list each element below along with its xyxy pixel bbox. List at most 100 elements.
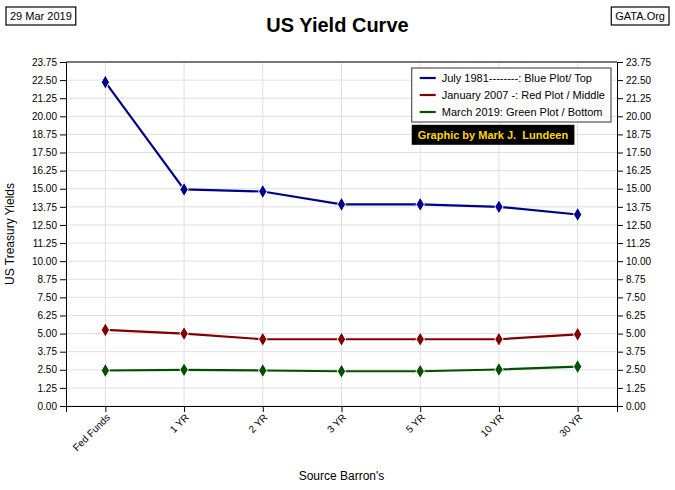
tick-mark — [60, 370, 66, 371]
tick-label: 22.50 — [32, 75, 57, 86]
tick-mark — [617, 98, 623, 99]
point — [495, 200, 503, 214]
tick-mark — [617, 153, 623, 154]
y-tick: 3.75 — [38, 346, 66, 357]
point — [416, 364, 424, 378]
tick-mark — [60, 261, 66, 262]
tick-label: 5.00 — [626, 328, 646, 339]
tick-mark — [105, 406, 106, 412]
tick-mark — [60, 80, 66, 81]
tick-mark — [617, 334, 623, 335]
tick-mark — [617, 297, 623, 298]
y-tick: 8.75 — [38, 274, 66, 285]
tick-mark — [420, 406, 421, 412]
tick-mark — [617, 189, 623, 190]
tick-mark — [60, 406, 66, 407]
tick-label: 1 YR — [168, 412, 191, 435]
point — [495, 332, 503, 346]
y-tick: 1.25 — [38, 383, 66, 394]
tick-mark — [617, 279, 623, 280]
tick-label: 8.75 — [626, 274, 646, 285]
x-tick: 1 YR — [168, 406, 191, 435]
point — [101, 323, 109, 337]
y-tick: 10.00 — [32, 256, 66, 267]
tick-label: 3.75 — [38, 346, 58, 357]
point — [573, 359, 581, 373]
tick-label: 2.50 — [626, 364, 646, 375]
grid-line — [262, 62, 263, 406]
tick-label: 30 YR — [557, 412, 584, 439]
grid-line — [184, 62, 185, 406]
tick-label: 8.75 — [38, 274, 58, 285]
tick-mark — [60, 315, 66, 316]
tick-mark — [60, 279, 66, 280]
y2-tick: 18.75 — [617, 129, 651, 140]
tick-label: Fed Funds — [71, 412, 113, 454]
y2-tick: 23.75 — [617, 57, 651, 68]
y-tick: 5.00 — [38, 328, 66, 339]
x-tick: 30 YR — [557, 406, 584, 439]
point — [337, 197, 345, 211]
y2-tick: 3.75 — [617, 346, 646, 357]
tick-label: 2.50 — [38, 364, 58, 375]
series — [101, 359, 582, 378]
tick-label: 10.00 — [626, 256, 651, 267]
point — [259, 184, 267, 198]
y2-tick: 15.00 — [617, 183, 651, 194]
point — [416, 197, 424, 211]
tick-mark — [60, 134, 66, 135]
point — [180, 182, 188, 196]
tick-label: 1.25 — [626, 383, 646, 394]
tick-mark — [60, 334, 66, 335]
x-tick: 2 YR — [246, 406, 269, 435]
tick-mark — [578, 406, 579, 412]
plot: 0.001.252.503.755.006.257.508.7510.0011.… — [32, 57, 651, 454]
legend-box — [412, 68, 611, 122]
tick-mark — [60, 352, 66, 353]
x-axis: Fed Funds1 YR2 YR3 YR5 YR10 YR30 YR — [67, 406, 618, 453]
tick-label: 6.25 — [38, 310, 58, 321]
legend-swatch — [420, 111, 436, 113]
tick-mark — [499, 406, 500, 412]
legend-entry: March 2019: Green Plot / Bottom — [442, 106, 603, 118]
point — [180, 326, 188, 340]
axis-line — [618, 63, 624, 407]
grid-line — [105, 62, 106, 406]
y2-tick: 12.50 — [617, 220, 651, 231]
tick-mark — [60, 116, 66, 117]
tick-label: 7.50 — [38, 292, 58, 303]
tick-label: 3.75 — [626, 346, 646, 357]
y2-tick: 10.00 — [617, 256, 651, 267]
tick-mark — [617, 261, 623, 262]
y2-tick: 6.25 — [617, 310, 646, 321]
x-tick: 10 YR — [478, 406, 505, 439]
grid — [66, 62, 617, 406]
tick-mark — [617, 388, 623, 389]
y2-tick: 2.50 — [617, 364, 646, 375]
tick-mark — [617, 80, 623, 81]
tick-label: 3 YR — [325, 412, 348, 435]
y2-tick: 22.50 — [617, 75, 651, 86]
tick-label: 12.50 — [626, 220, 651, 231]
point — [337, 364, 345, 378]
x-axis-title: Source Barron's — [299, 469, 385, 483]
tick-label: 7.50 — [626, 292, 646, 303]
tick-label: 6.25 — [626, 310, 646, 321]
corner-box — [6, 7, 76, 25]
y2-tick: 1.25 — [617, 383, 646, 394]
y2-axis: 0.001.252.503.755.006.257.508.7510.0011.… — [617, 57, 651, 412]
tick-mark — [617, 171, 623, 172]
y-tick: 15.00 — [32, 183, 66, 194]
axis-line — [60, 63, 67, 407]
tick-mark — [60, 297, 66, 298]
tick-mark — [617, 116, 623, 117]
point — [101, 363, 109, 377]
point — [259, 332, 267, 346]
y-tick: 11.25 — [33, 238, 66, 249]
tick-mark — [60, 388, 66, 389]
y2-tick: 21.25 — [617, 93, 651, 104]
series — [101, 323, 582, 347]
tick-mark — [60, 98, 66, 99]
tick-label: 11.25 — [33, 238, 58, 249]
frame-line — [66, 62, 617, 63]
